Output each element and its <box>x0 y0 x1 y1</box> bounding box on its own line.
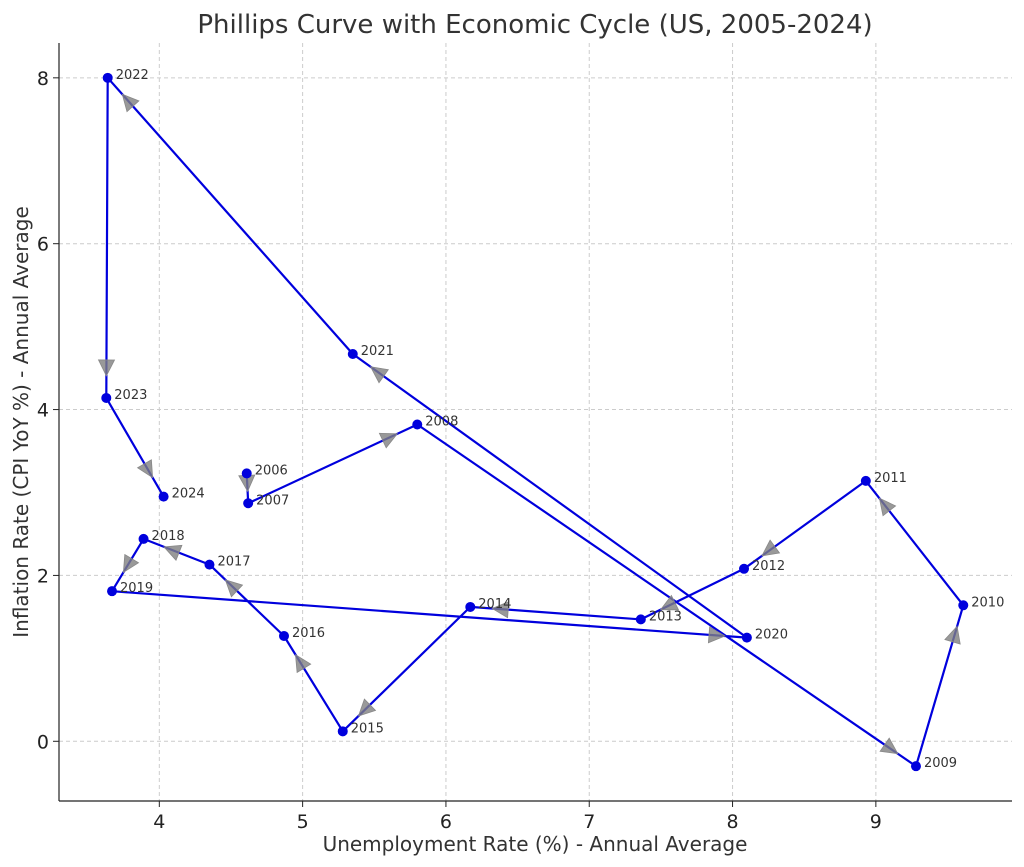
point-label: 2017 <box>217 555 250 570</box>
point-label: 2021 <box>361 344 394 359</box>
grid-layer <box>59 43 1012 801</box>
data-point <box>860 475 871 486</box>
direction-arrow <box>878 497 897 517</box>
point-label: 2024 <box>172 487 205 502</box>
point-label: 2008 <box>425 414 458 429</box>
data-point <box>465 601 476 612</box>
point-label: 2007 <box>256 493 289 508</box>
direction-arrow-layer <box>97 93 961 755</box>
data-point <box>741 632 752 643</box>
x-axis-label: Unemployment Rate (%) - Annual Average <box>323 832 748 856</box>
y-tick-label: 8 <box>37 68 49 90</box>
data-point <box>101 392 112 403</box>
direction-arrow <box>944 625 961 645</box>
direction-arrow <box>97 359 116 377</box>
data-point <box>278 630 289 641</box>
data-point <box>107 586 118 597</box>
data-point <box>138 533 149 544</box>
data-point <box>243 498 254 509</box>
y-tick-label: 4 <box>37 400 49 422</box>
point-label: 2013 <box>649 609 682 624</box>
direction-arrow <box>163 544 183 561</box>
data-point <box>412 419 423 430</box>
point-label: 2010 <box>971 595 1004 610</box>
point-label: 2020 <box>755 628 788 643</box>
point-label: 2011 <box>874 471 907 486</box>
series-line-layer <box>105 76 965 768</box>
direction-arrow <box>761 539 781 557</box>
x-tick-label: 6 <box>440 811 452 833</box>
point-label: 2022 <box>116 68 149 83</box>
chart-title: Phillips Curve with Economic Cycle (US, … <box>197 10 872 40</box>
y-axis-label: Inflation Rate (CPI YoY %) - Annual Aver… <box>9 206 33 638</box>
data-point <box>347 348 358 359</box>
direction-arrow <box>659 594 680 611</box>
y-tick-label: 6 <box>37 234 49 256</box>
point-label: 2016 <box>292 626 325 641</box>
data-point-layer <box>101 72 969 772</box>
axis-layer: 4 5 6 7 8 9 0 2 4 6 8 <box>37 43 1012 833</box>
direction-arrow <box>378 432 399 449</box>
data-point <box>102 72 113 83</box>
y-tick-label: 2 <box>37 565 49 587</box>
data-point <box>337 726 348 737</box>
y-tick-label: 0 <box>37 731 49 753</box>
point-label: 2009 <box>924 756 957 771</box>
point-label: 2006 <box>255 463 288 478</box>
x-tick-label: 4 <box>153 811 165 833</box>
direction-arrow <box>121 93 140 113</box>
direction-arrow <box>122 553 140 574</box>
x-tick-label: 9 <box>870 811 882 833</box>
data-point <box>910 761 921 772</box>
direction-arrow <box>136 459 154 479</box>
point-label: 2012 <box>752 559 785 574</box>
series-line <box>105 76 965 768</box>
data-point <box>158 491 169 502</box>
direction-arrow <box>707 626 726 644</box>
x-tick-label: 8 <box>727 811 739 833</box>
data-point <box>739 563 750 574</box>
data-point <box>204 559 215 570</box>
point-label: 2019 <box>120 581 153 596</box>
direction-arrow <box>491 601 510 619</box>
point-label: 2015 <box>351 721 384 736</box>
point-label: 2014 <box>478 597 511 612</box>
direction-arrow <box>357 698 377 717</box>
direction-arrow <box>879 737 899 755</box>
point-label: 2023 <box>114 388 147 403</box>
direction-arrow <box>369 366 389 384</box>
data-point <box>241 468 252 479</box>
x-tick-label: 5 <box>297 811 309 833</box>
direction-arrow <box>295 653 312 674</box>
x-tick-label: 7 <box>583 811 595 833</box>
data-point <box>958 600 969 611</box>
point-label-layer: 2006 2007 2008 2009 2010 2011 2012 2013 2014 2015… <box>114 68 1004 771</box>
point-label: 2018 <box>152 529 185 544</box>
data-point <box>635 614 646 625</box>
direction-arrow <box>224 579 244 598</box>
